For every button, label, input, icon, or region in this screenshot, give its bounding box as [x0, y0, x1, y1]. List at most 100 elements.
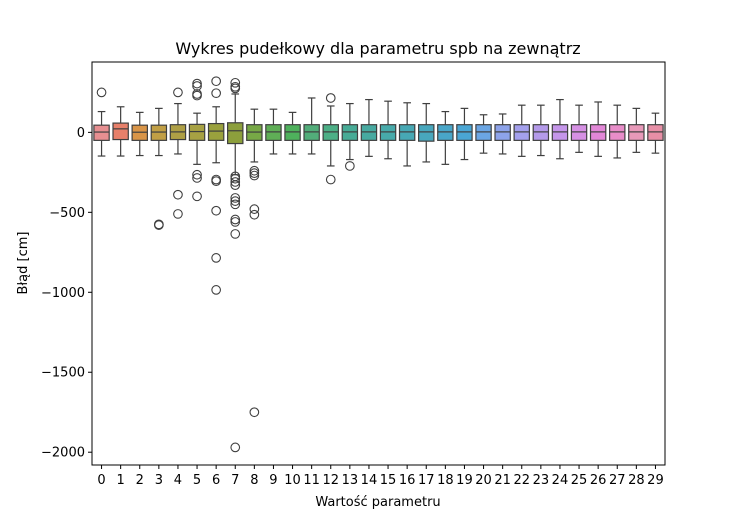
box-group-22 [513, 104, 530, 157]
box-iqr [418, 124, 435, 142]
box-group-20 [475, 114, 492, 154]
box-iqr [532, 124, 550, 141]
x-tick-label: 0 [97, 473, 105, 488]
box-iqr [265, 124, 282, 141]
x-tick-label: 16 [399, 473, 416, 488]
box-iqr [551, 124, 569, 141]
box-iqr [475, 124, 492, 141]
box-iqr [227, 122, 244, 145]
box-iqr [398, 124, 416, 141]
outlier-point [230, 193, 241, 203]
outlier-point [192, 78, 202, 89]
outlier-point [192, 81, 202, 91]
box-iqr [322, 124, 339, 141]
outlier-point [325, 93, 336, 103]
x-tick-label: 26 [590, 473, 607, 488]
x-tick-label: 24 [552, 473, 569, 488]
outlier-point [249, 165, 260, 176]
box-iqr [150, 124, 168, 141]
outlier-point [211, 176, 221, 186]
box-group-25 [570, 104, 588, 153]
box-iqr [188, 123, 206, 141]
box-group-14 [360, 98, 378, 157]
y-tick-label: −1500 [41, 366, 85, 381]
y-tick-label: 0 [77, 126, 85, 141]
outlier-point [230, 173, 241, 184]
box-iqr [284, 124, 301, 141]
outlier-point [211, 253, 221, 263]
box-group-16 [398, 102, 416, 167]
box-group-3 [150, 107, 168, 230]
outlier-point [192, 173, 202, 183]
box-group-17 [418, 102, 435, 163]
outlier-point [211, 285, 221, 295]
outlier-point [249, 209, 260, 220]
outlier-point [192, 169, 202, 180]
box-iqr [513, 124, 530, 141]
outlier-point [230, 177, 241, 187]
outlier-point [230, 229, 241, 239]
box-group-18 [437, 110, 454, 165]
box-group-29 [647, 112, 664, 154]
box-iqr [437, 124, 454, 141]
outlier-point [249, 168, 260, 178]
x-tick-label: 4 [174, 473, 182, 488]
box-group-10 [284, 111, 301, 155]
x-tick-label: 8 [250, 473, 258, 488]
box-group-0 [93, 87, 110, 157]
x-tick-label: 21 [494, 473, 511, 488]
outlier-point [173, 209, 183, 219]
x-tick-label: 29 [647, 473, 664, 488]
box-iqr [303, 124, 320, 141]
x-tick-label: 27 [609, 473, 626, 488]
x-tick-label: 20 [475, 473, 492, 488]
box-iqr [360, 124, 378, 141]
box-iqr [456, 124, 473, 141]
outlier-point [230, 196, 241, 206]
outlier-point [154, 220, 164, 230]
outlier-point [345, 161, 355, 171]
x-tick-label: 17 [418, 473, 435, 488]
box-group-19 [456, 107, 473, 161]
outlier-point [230, 442, 241, 453]
outlier-point [211, 88, 221, 99]
x-tick-label: 10 [284, 473, 301, 488]
plot-area: 0 1 2 3 4 5 6 7 8 9 10 11 12 13 14 15 16 17 18 19 20 21 22 23 24… [41, 76, 664, 488]
box-group-7 [227, 77, 244, 453]
box-group-13 [341, 102, 359, 171]
x-tick-label: 15 [380, 473, 397, 488]
y-axis-label: Błąd [cm] [16, 232, 31, 295]
y-tick-label: −500 [49, 206, 85, 221]
x-tick-label: 13 [342, 473, 359, 488]
box-iqr [609, 124, 626, 141]
outlier-point [211, 205, 221, 216]
box-group-6 [207, 76, 225, 295]
outlier-point [192, 191, 202, 202]
box-iqr [494, 124, 511, 141]
outlier-point [211, 76, 221, 87]
outlier-point [325, 174, 336, 185]
x-tick-label: 3 [155, 473, 163, 488]
x-tick-label: 7 [231, 473, 239, 488]
box-group-9 [265, 108, 282, 155]
x-tick-label: 9 [269, 473, 277, 488]
x-tick-label: 28 [628, 473, 645, 488]
outlier-point [96, 87, 107, 98]
box-iqr [570, 124, 588, 141]
outlier-point [230, 214, 241, 225]
box-group-11 [303, 97, 320, 155]
box-iqr [341, 124, 359, 141]
y-tick-label: −2000 [41, 446, 85, 461]
box-iqr [628, 124, 645, 141]
outlier-point [230, 199, 241, 210]
box-group-23 [532, 104, 550, 157]
box-group-4 [169, 87, 187, 219]
box-group-28 [628, 107, 645, 153]
x-tick-label: 12 [322, 473, 339, 488]
box-group-24 [551, 98, 569, 160]
plot-frame [91, 61, 666, 466]
box-group-15 [379, 100, 397, 160]
box-iqr [207, 122, 225, 141]
